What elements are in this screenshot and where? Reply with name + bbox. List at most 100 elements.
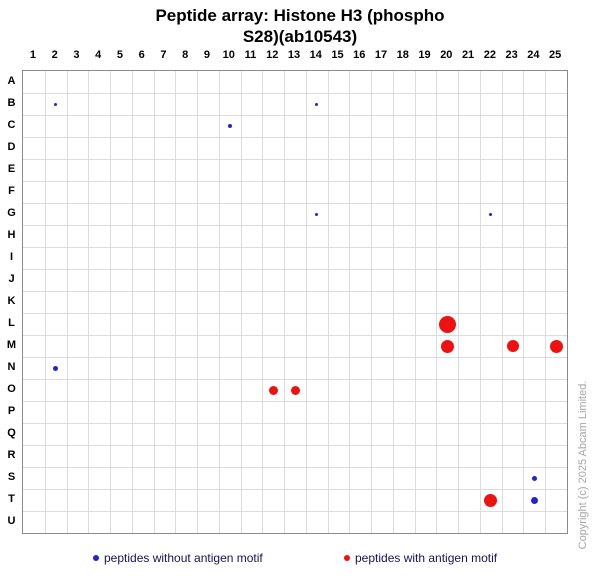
gridline-vertical bbox=[371, 71, 373, 533]
row-label-M: M bbox=[6, 339, 17, 351]
gridline-vertical bbox=[44, 71, 46, 533]
column-label-20: 20 bbox=[440, 49, 453, 61]
gridline-vertical bbox=[305, 71, 307, 533]
column-label-16: 16 bbox=[353, 49, 366, 61]
data-point-G22-without-motif bbox=[489, 212, 493, 216]
chart-title-line2: S28)(ab10543) bbox=[242, 27, 358, 46]
plot-grid bbox=[22, 70, 568, 534]
column-label-4: 4 bbox=[95, 49, 102, 61]
data-point-C10-without-motif bbox=[227, 124, 232, 128]
data-point-S24-without-motif bbox=[531, 475, 537, 481]
row-label-G: G bbox=[7, 207, 16, 219]
row-label-H: H bbox=[7, 229, 16, 241]
data-point-B2-without-motif bbox=[54, 102, 58, 106]
gridline-vertical bbox=[545, 71, 547, 533]
gridline-vertical bbox=[458, 71, 460, 533]
gridline-horizontal bbox=[23, 511, 567, 512]
gridline-vertical bbox=[88, 71, 90, 533]
data-point-T24-without-motif bbox=[530, 496, 538, 504]
column-label-19: 19 bbox=[418, 49, 431, 61]
row-label-T: T bbox=[8, 493, 15, 505]
row-label-F: F bbox=[8, 185, 15, 197]
gridline-vertical bbox=[479, 71, 481, 533]
row-label-U: U bbox=[7, 515, 16, 527]
gridline-horizontal bbox=[23, 137, 567, 138]
data-point-O12-with-motif bbox=[268, 385, 278, 395]
column-label-25: 25 bbox=[548, 49, 562, 61]
row-label-J: J bbox=[8, 273, 15, 285]
column-label-12: 12 bbox=[266, 49, 279, 61]
column-label-13: 13 bbox=[287, 49, 301, 61]
gridline-vertical bbox=[110, 71, 112, 533]
column-label-10: 10 bbox=[222, 49, 235, 61]
row-label-I: I bbox=[9, 251, 14, 263]
legend-label-with-motif: peptides with antigen motif bbox=[355, 551, 498, 565]
gridline-horizontal bbox=[23, 357, 567, 358]
row-label-N: N bbox=[7, 361, 16, 373]
column-label-11: 11 bbox=[244, 49, 257, 61]
column-label-22: 22 bbox=[483, 49, 496, 61]
data-point-B14-without-motif bbox=[315, 102, 319, 106]
chart-title-line1: Peptide array: Histone H3 (phospho bbox=[155, 6, 445, 25]
gridline-vertical bbox=[501, 71, 503, 533]
gridline-horizontal bbox=[23, 467, 567, 468]
column-label-21: 21 bbox=[461, 49, 475, 61]
gridline-horizontal bbox=[23, 313, 567, 314]
gridline-vertical bbox=[218, 71, 220, 533]
gridline-vertical bbox=[523, 71, 525, 533]
gridline-horizontal bbox=[23, 115, 567, 116]
data-point-N2-without-motif bbox=[53, 365, 59, 371]
row-label-B: B bbox=[7, 97, 16, 109]
gridline-vertical bbox=[153, 71, 155, 533]
column-label-23: 23 bbox=[505, 49, 518, 61]
gridline-vertical bbox=[175, 71, 177, 533]
gridline-vertical bbox=[66, 71, 68, 533]
row-label-O: O bbox=[7, 383, 16, 395]
column-label-9: 9 bbox=[203, 49, 211, 61]
data-point-M25-with-motif bbox=[549, 339, 563, 353]
gridline-vertical bbox=[349, 71, 351, 533]
gridline-vertical bbox=[197, 71, 199, 533]
gridline-vertical bbox=[240, 71, 242, 533]
row-label-K: K bbox=[7, 295, 16, 307]
legend-item-with-motif: peptides with antigen motif bbox=[344, 550, 497, 566]
gridline-horizontal bbox=[23, 401, 567, 402]
column-label-17: 17 bbox=[374, 49, 388, 61]
gridline-vertical bbox=[392, 71, 394, 533]
gridline-vertical bbox=[262, 71, 264, 533]
gridline-horizontal bbox=[23, 203, 567, 204]
gridline-horizontal bbox=[23, 379, 567, 380]
gridline-horizontal bbox=[23, 159, 567, 160]
gridline-horizontal bbox=[23, 489, 567, 490]
data-point-O13-with-motif bbox=[290, 385, 300, 395]
row-label-S: S bbox=[7, 471, 16, 483]
legend-item-without-motif: peptides without antigen motif bbox=[93, 550, 263, 566]
data-point-M20-with-motif bbox=[440, 339, 454, 353]
gridline-horizontal bbox=[23, 93, 567, 94]
column-label-18: 18 bbox=[396, 49, 409, 61]
gridline-horizontal bbox=[23, 225, 567, 226]
column-label-15: 15 bbox=[331, 49, 344, 61]
data-point-T22-with-motif bbox=[484, 493, 498, 507]
gridline-vertical bbox=[327, 71, 329, 533]
column-label-6: 6 bbox=[138, 49, 145, 61]
row-label-A: A bbox=[7, 75, 16, 87]
legend-label-without-motif: peptides without antigen motif bbox=[104, 551, 263, 565]
gridline-vertical bbox=[436, 71, 438, 533]
column-label-24: 24 bbox=[527, 49, 540, 61]
row-label-D: D bbox=[7, 141, 16, 153]
column-label-3: 3 bbox=[73, 49, 80, 61]
column-label-8: 8 bbox=[182, 49, 189, 61]
gridline-vertical bbox=[414, 71, 416, 533]
gridline-horizontal bbox=[23, 335, 567, 336]
row-label-C: C bbox=[7, 119, 16, 131]
red-dot-icon bbox=[344, 555, 350, 561]
data-point-M23-with-motif bbox=[506, 340, 519, 352]
column-label-14: 14 bbox=[309, 49, 322, 61]
blue-dot-icon bbox=[93, 555, 99, 561]
data-point-L20-with-motif bbox=[438, 315, 456, 333]
gridline-horizontal bbox=[23, 291, 567, 292]
gridline-vertical bbox=[131, 71, 133, 533]
row-label-Q: Q bbox=[7, 427, 16, 439]
